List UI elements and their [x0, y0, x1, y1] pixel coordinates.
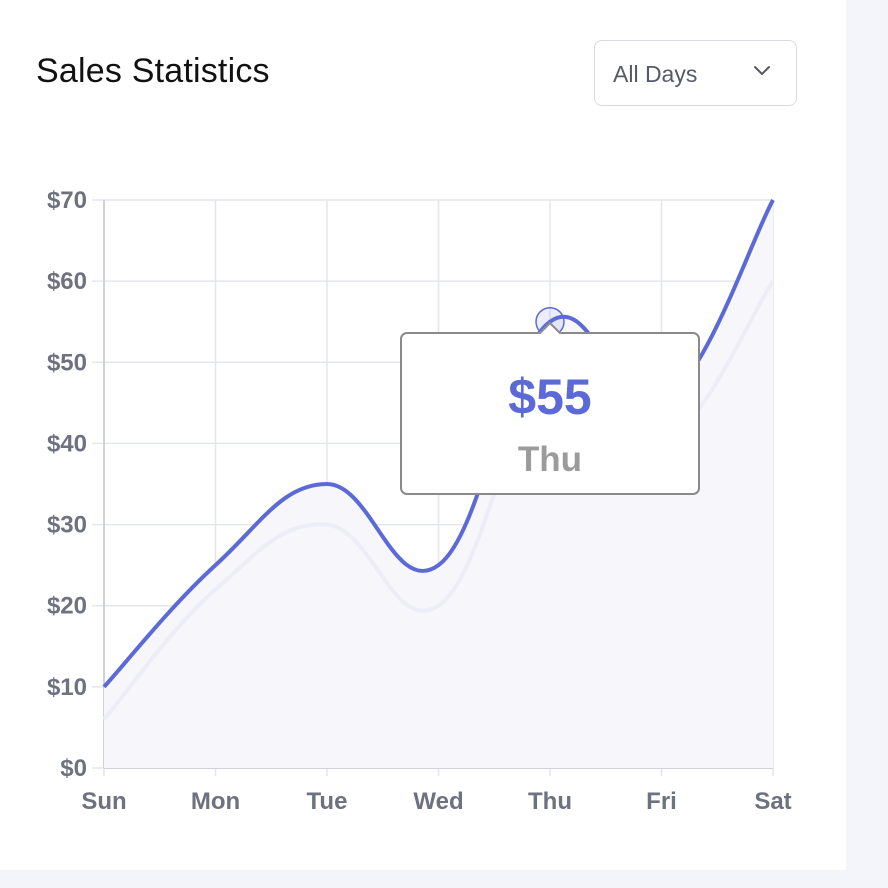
y-tick-label: $0 [60, 755, 87, 782]
x-tick-label: Fri [646, 788, 677, 815]
y-tick-label: $10 [47, 674, 87, 701]
y-tick-label: $50 [47, 349, 87, 376]
x-tick-label: Sun [81, 788, 126, 815]
x-tick-label: Wed [413, 788, 463, 815]
x-tick-label: Thu [528, 788, 572, 815]
sales-line-chart: $0 $10 $20 $30 $40 $50 $60 $70 Sun Mon Tue Wed Thu Fr… [47, 187, 792, 815]
y-tick-label: $40 [47, 430, 87, 457]
days-filter-dropdown[interactable]: All Days [594, 40, 797, 106]
x-tick-label: Sat [754, 788, 791, 815]
series-area-fill [104, 200, 773, 768]
chevron-down-icon [754, 66, 770, 75]
x-tick-label: Mon [191, 788, 240, 815]
y-tick-label: $30 [47, 512, 87, 539]
card-title: Sales Statistics [36, 52, 270, 90]
y-tick-label: $70 [47, 187, 87, 214]
tooltip-day: Thu [517, 440, 583, 479]
tooltip-value: $55 [508, 369, 592, 425]
chart-tooltip: $55 Thu [400, 321, 700, 495]
x-tick-label: Tue [307, 788, 348, 815]
y-tick-label: $20 [47, 593, 87, 620]
y-tick-label: $60 [47, 268, 87, 295]
days-filter-value: All Days [613, 61, 698, 87]
sales-statistics-card: Sales Statistics All Days $0 $10 $20 $30 $40… [0, 0, 846, 870]
